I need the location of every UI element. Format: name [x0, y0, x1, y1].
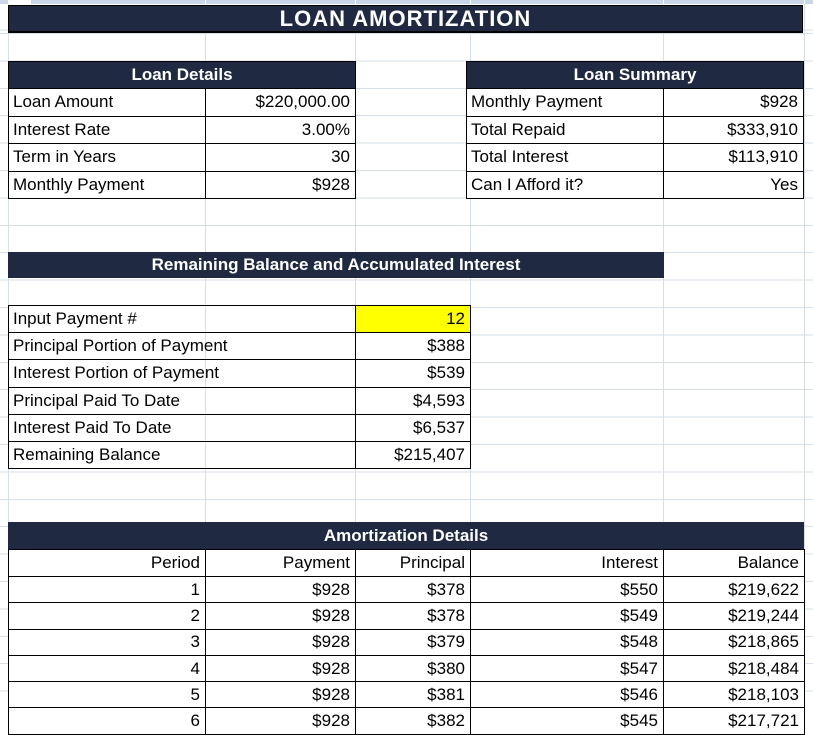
payment-cell: $928 [206, 682, 356, 709]
row-label: Loan Amount [9, 89, 206, 117]
strip-gap [663, 0, 664, 4]
sheet-header-strip [0, 0, 813, 4]
balance-cell: $218,103 [664, 682, 805, 709]
page-title: LOAN AMORTIZATION [8, 5, 803, 33]
interest-cell: $545 [471, 708, 664, 735]
principal-cell: $379 [356, 629, 471, 656]
principal-paid-cell: $4,593 [356, 387, 471, 415]
row-label: Interest Portion of Payment [9, 360, 356, 388]
interest-cell: $547 [471, 655, 664, 683]
period-cell: 3 [9, 629, 206, 656]
column-header-payment: Payment [206, 550, 356, 577]
row-label: Principal Paid To Date [9, 387, 356, 415]
interest-rate-cell[interactable]: 3.00% [206, 116, 356, 144]
balance-cell: $219,244 [664, 603, 805, 630]
row-label: Term in Years [9, 144, 206, 172]
strip-gap [355, 0, 356, 4]
term-years-cell[interactable]: 30 [206, 144, 356, 172]
principal-cell: $378 [356, 603, 471, 630]
column-header-interest: Interest [471, 550, 664, 577]
payment-cell: $928 [206, 577, 356, 604]
row-label: Principal Portion of Payment [9, 333, 356, 361]
column-header-period: Period [9, 550, 206, 577]
interest-cell: $550 [471, 577, 664, 604]
interest-cell: $546 [471, 682, 664, 709]
loan-summary-header: Loan Summary [467, 62, 804, 89]
balance-cell: $217,721 [664, 708, 805, 735]
column-header-balance: Balance [664, 550, 805, 577]
strip-gap [8, 0, 31, 4]
principal-cell: $378 [356, 577, 471, 604]
balance-cell: $218,865 [664, 629, 805, 656]
row-label: Interest Paid To Date [9, 414, 356, 442]
balance-table: Input Payment # 12 Principal Portion of … [8, 305, 471, 470]
monthly-payment-cell: $928 [206, 171, 356, 199]
period-cell: 5 [9, 682, 206, 709]
remaining-balance-cell: $215,407 [356, 441, 471, 470]
period-cell: 4 [9, 655, 206, 683]
sheet-vertical-gridline [804, 0, 805, 716]
principal-cell: $382 [356, 708, 471, 735]
amortization-section-header: Amortization Details [8, 522, 804, 549]
row-label: Remaining Balance [9, 441, 356, 470]
payment-cell: $928 [206, 708, 356, 735]
period-cell: 6 [9, 708, 206, 735]
balance-cell: $218,484 [664, 655, 805, 683]
loan-summary-table: Loan Summary Monthly Payment $928 Total … [466, 61, 804, 199]
strip-gap [205, 0, 206, 4]
total-repaid-cell: $333,910 [664, 116, 804, 144]
principal-cell: $381 [356, 682, 471, 709]
principal-portion-cell: $388 [356, 333, 471, 361]
interest-cell: $548 [471, 629, 664, 656]
interest-paid-cell: $6,537 [356, 414, 471, 442]
loan-details-table: Loan Details Loan Amount $220,000.00 Int… [8, 61, 356, 199]
interest-cell: $549 [471, 603, 664, 630]
row-label: Input Payment # [9, 306, 356, 334]
period-cell: 2 [9, 603, 206, 630]
afford-it-cell: Yes [664, 171, 804, 199]
summary-monthly-payment-cell: $928 [664, 89, 804, 117]
payment-cell: $928 [206, 655, 356, 683]
loan-details-header: Loan Details [9, 62, 356, 89]
period-cell: 1 [9, 577, 206, 604]
loan-amount-cell[interactable]: $220,000.00 [206, 89, 356, 117]
balance-cell: $219,622 [664, 577, 805, 604]
payment-cell: $928 [206, 629, 356, 656]
row-label: Can I Afford it? [467, 171, 664, 199]
total-interest-cell: $113,910 [664, 144, 804, 172]
balance-section-header: Remaining Balance and Accumulated Intere… [8, 252, 664, 278]
strip-gap [804, 0, 805, 4]
row-label: Monthly Payment [467, 89, 664, 117]
interest-portion-cell: $539 [356, 360, 471, 388]
row-label: Interest Rate [9, 116, 206, 144]
amortization-table: Period Payment Principal Interest Balanc… [8, 549, 805, 735]
strip-gap [470, 0, 471, 4]
row-label: Total Repaid [467, 116, 664, 144]
column-header-principal: Principal [356, 550, 471, 577]
principal-cell: $380 [356, 655, 471, 683]
payment-cell: $928 [206, 603, 356, 630]
row-label: Monthly Payment [9, 171, 206, 199]
input-payment-number-cell[interactable]: 12 [356, 306, 471, 334]
row-label: Total Interest [467, 144, 664, 172]
sheet-vertical-gridline [663, 0, 664, 716]
